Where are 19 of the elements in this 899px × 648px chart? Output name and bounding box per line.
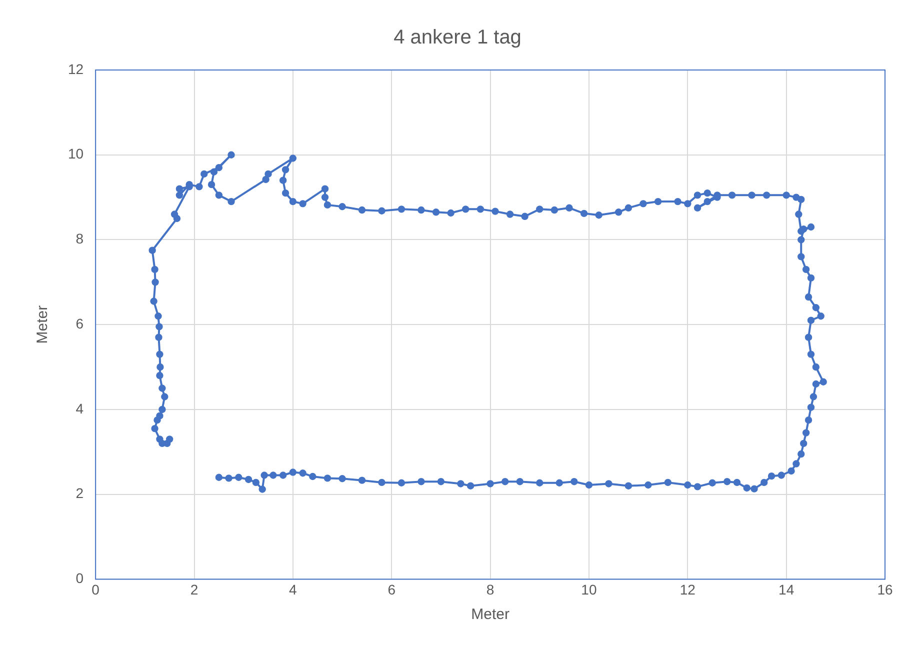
y-tick-label: 10	[68, 146, 84, 162]
x-tick-label: 8	[486, 581, 494, 598]
x-tick-label: 12	[680, 581, 696, 598]
y-tick-label: 6	[76, 315, 84, 332]
x-tick-label: 0	[92, 581, 100, 598]
y-tick-label: 0	[76, 570, 84, 586]
x-axis-title: Meter	[471, 606, 510, 624]
x-tick-label: 16	[877, 581, 893, 598]
y-axis-title: Meter	[34, 305, 52, 344]
y-tick-label: 12	[68, 60, 84, 77]
y-tick-label: 4	[76, 400, 84, 416]
chart-title: 4 ankere 1 tag	[394, 26, 522, 49]
y-tick-label: 2	[76, 485, 84, 502]
y-tick-label: 8	[76, 230, 84, 247]
x-tick-label: 4	[289, 581, 298, 598]
x-tick-label: 14	[778, 581, 794, 598]
x-tick-label: 2	[190, 581, 198, 598]
x-tick-label: 10	[581, 581, 597, 598]
x-tick-label: 6	[388, 581, 396, 598]
